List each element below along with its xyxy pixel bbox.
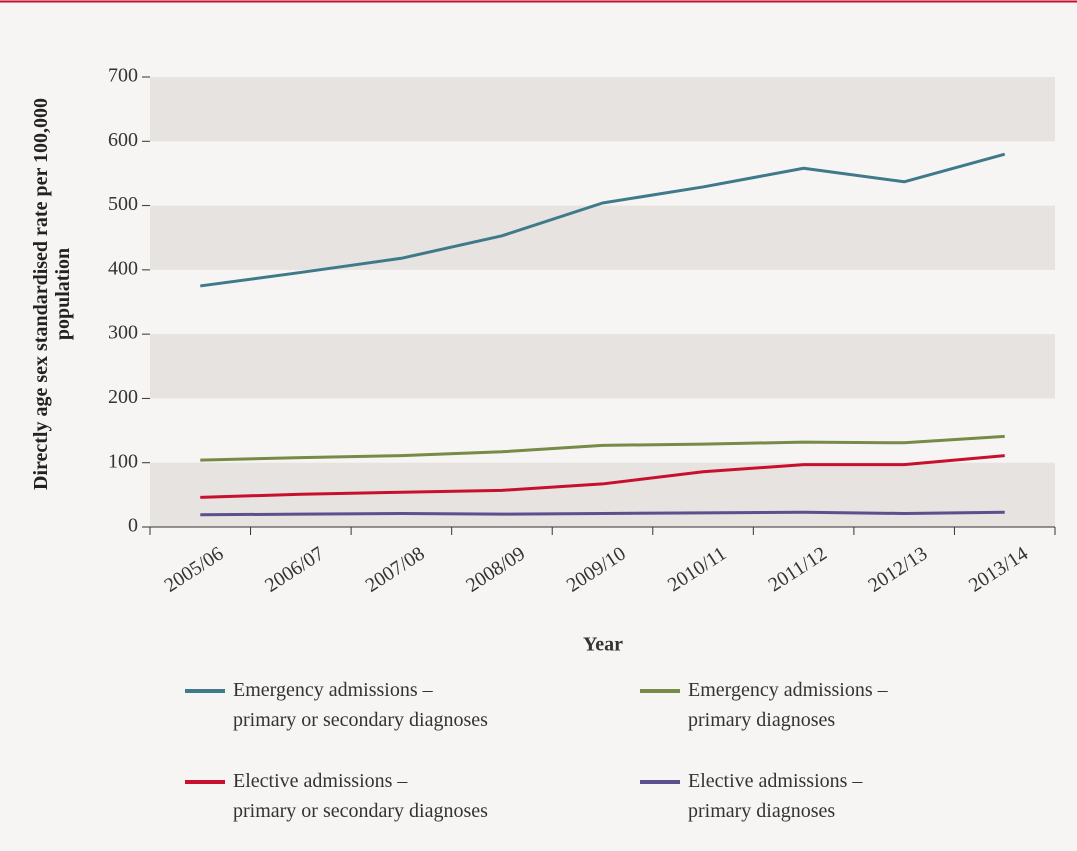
y-tick-label: 300	[108, 322, 138, 344]
series-line	[200, 434, 1005, 462]
x-tick-label: 2005/06	[161, 543, 228, 597]
legend-label: Elective admissions – primary diagnoses	[688, 770, 863, 822]
x-tick-label: 2012/13	[864, 543, 931, 597]
grid-band	[150, 205, 1055, 270]
x-tick-label: 2009/10	[563, 543, 630, 597]
x-tick-label: 2010/11	[664, 543, 730, 597]
y-tick-label: 100	[108, 450, 138, 472]
grid-band	[150, 77, 1055, 142]
x-tick-label: 2011/12	[764, 543, 830, 597]
x-tick-label: 2007/08	[362, 543, 429, 597]
y-tick-label: 200	[108, 386, 138, 408]
y-tick-label: 0	[128, 515, 138, 537]
y-tick-label: 700	[108, 65, 138, 87]
bands	[150, 77, 1055, 527]
series-line	[200, 152, 1006, 288]
series-line	[200, 510, 1005, 517]
x-tick-label: 2006/07	[261, 543, 328, 597]
y-tick-label: 600	[108, 129, 138, 151]
x-axis-label: Year	[583, 634, 623, 656]
x-tick-label: 2008/09	[462, 543, 529, 597]
y-tick-label: 500	[108, 193, 138, 215]
legend-label: Elective admissions – primary or seconda…	[233, 770, 488, 822]
grid-band	[150, 334, 1055, 399]
y-tick-label: 400	[108, 257, 138, 279]
series-line	[200, 454, 1005, 499]
legend-label: Emergency admissions – primary or second…	[233, 679, 488, 731]
legend-label: Emergency admissions – primary diagnoses	[688, 679, 888, 731]
x-tick-label: 2013/14	[965, 543, 1032, 597]
y-axis-label: Directly age sex standardised rate per 1…	[30, 98, 74, 490]
